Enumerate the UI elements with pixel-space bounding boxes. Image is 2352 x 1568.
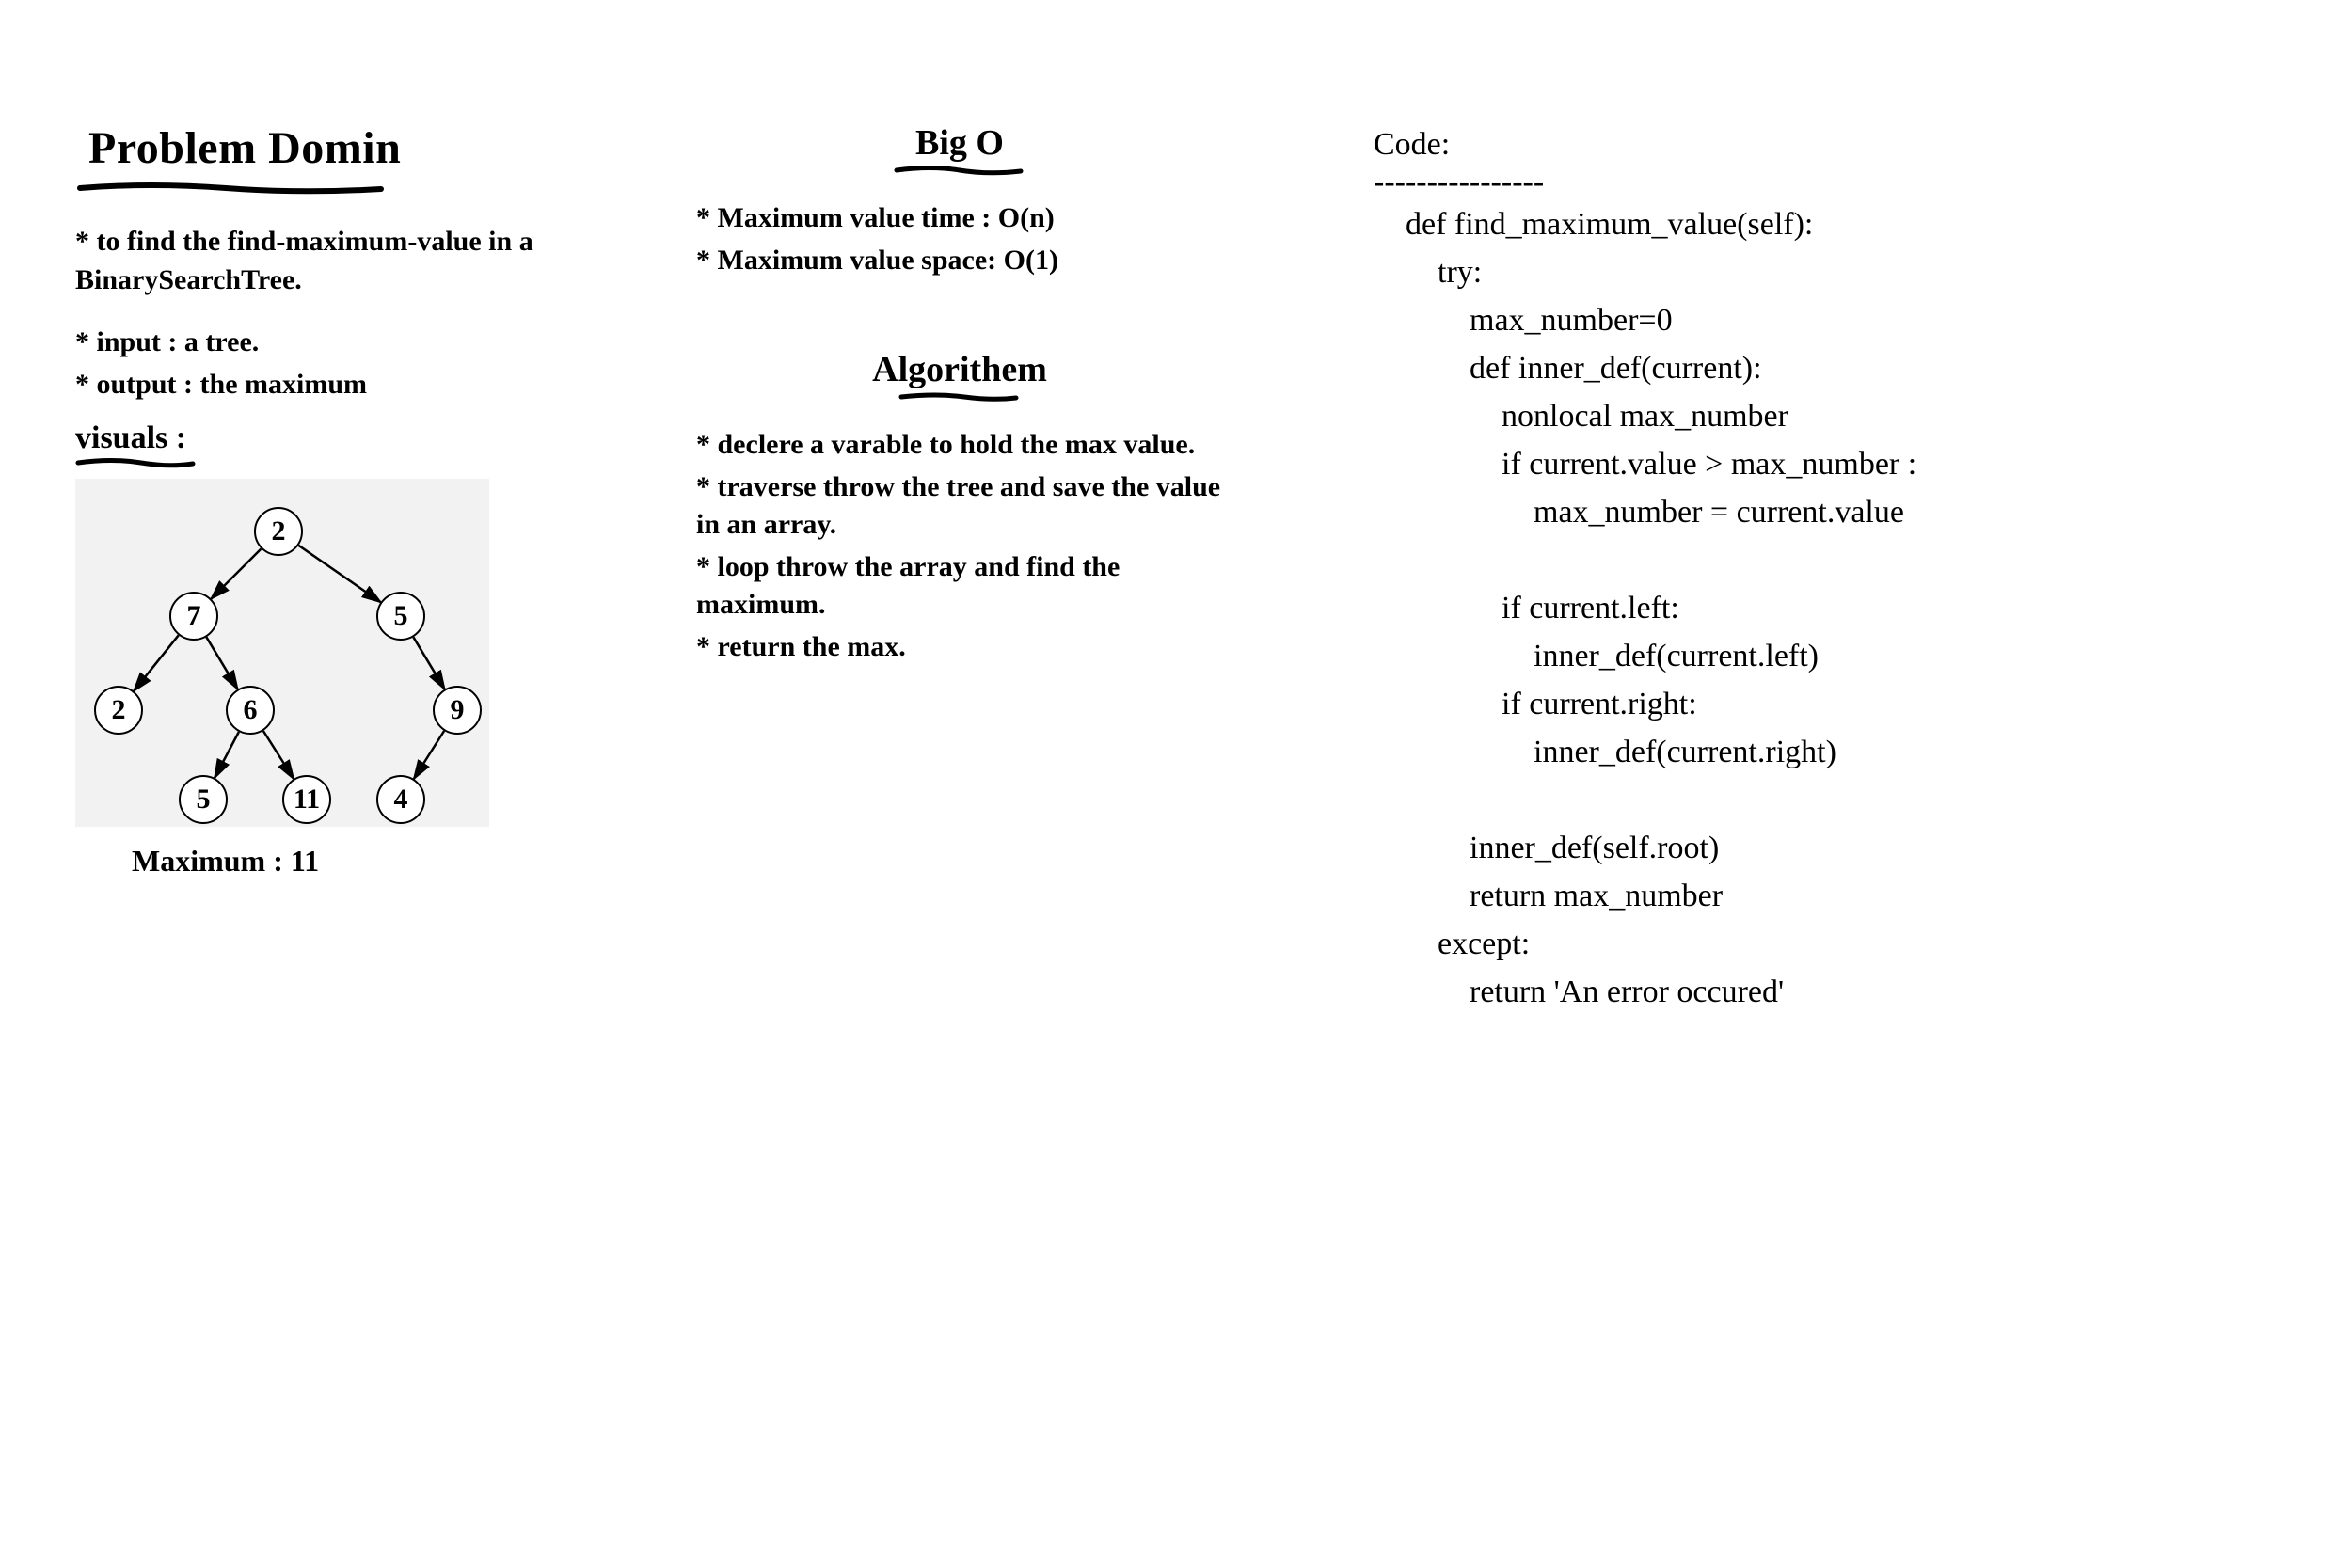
big-o-and-algorithm-column: Big O Maximum value time : O(n) Maximum … <box>696 122 1223 670</box>
big-o-bullet: Maximum value time : O(n) <box>696 199 1223 238</box>
problem-bullet: input : a tree. <box>75 324 564 362</box>
big-o-heading: Big O <box>915 123 1004 163</box>
tree-node: 2 <box>254 507 303 556</box>
binary-tree-diagram: 2752695114 <box>75 479 489 827</box>
tree-node: 11 <box>282 775 331 824</box>
problem-domain-column: Problem Domin to find the find-maximum-v… <box>75 122 564 879</box>
code-block: def find_maximum_value(self): try: max_n… <box>1374 200 2296 1016</box>
underline-stroke <box>894 164 1025 177</box>
big-o-bullets: Maximum value time : O(n) Maximum value … <box>696 199 1223 279</box>
algorithm-bullet: declere a varable to hold the max value. <box>696 426 1223 465</box>
tree-edge <box>414 731 444 779</box>
tree-edge <box>211 548 261 598</box>
underline-stroke <box>75 456 198 469</box>
big-o-bullet: Maximum value space: O(1) <box>696 242 1223 280</box>
visuals-label: visuals : <box>75 420 564 456</box>
whiteboard-page: Problem Domin to find the find-maximum-v… <box>0 0 2352 1568</box>
tree-edge <box>413 637 444 689</box>
tree-node: 7 <box>169 592 218 641</box>
algorithm-bullet: traverse throw the tree and save the val… <box>696 468 1223 545</box>
problem-bullet: output : the maximum <box>75 366 564 404</box>
code-dashes: ---------------- <box>1374 165 2296 200</box>
problem-domain-bullets: to find the find-maximum-value in a Bina… <box>75 223 564 404</box>
problem-bullet: to find the find-maximum-value in a Bina… <box>75 223 564 299</box>
algorithm-bullet: loop throw the array and find the maximu… <box>696 548 1223 625</box>
tree-node: 6 <box>226 686 275 735</box>
tree-node: 5 <box>179 775 228 824</box>
tree-edge <box>263 731 294 779</box>
algorithm-bullets: declere a varable to hold the max value.… <box>696 426 1223 666</box>
tree-edge <box>215 732 239 778</box>
tree-edge <box>134 635 179 690</box>
tree-node: 2 <box>94 686 143 735</box>
problem-domain-heading: Problem Domin <box>88 122 564 174</box>
maximum-result-line: Maximum : 11 <box>132 844 564 879</box>
tree-node: 9 <box>433 686 482 735</box>
algorithm-heading: Algorithem <box>872 350 1047 389</box>
tree-edge <box>298 546 380 602</box>
code-heading: Code: <box>1374 127 2296 163</box>
algorithm-bullet: return the max. <box>696 628 1223 667</box>
underline-stroke <box>898 390 1021 404</box>
code-column: Code: ---------------- def find_maximum_… <box>1374 127 2296 1016</box>
tree-node: 4 <box>376 775 425 824</box>
tree-edge <box>206 637 237 689</box>
tree-node: 5 <box>376 592 425 641</box>
underline-stroke <box>75 180 386 197</box>
